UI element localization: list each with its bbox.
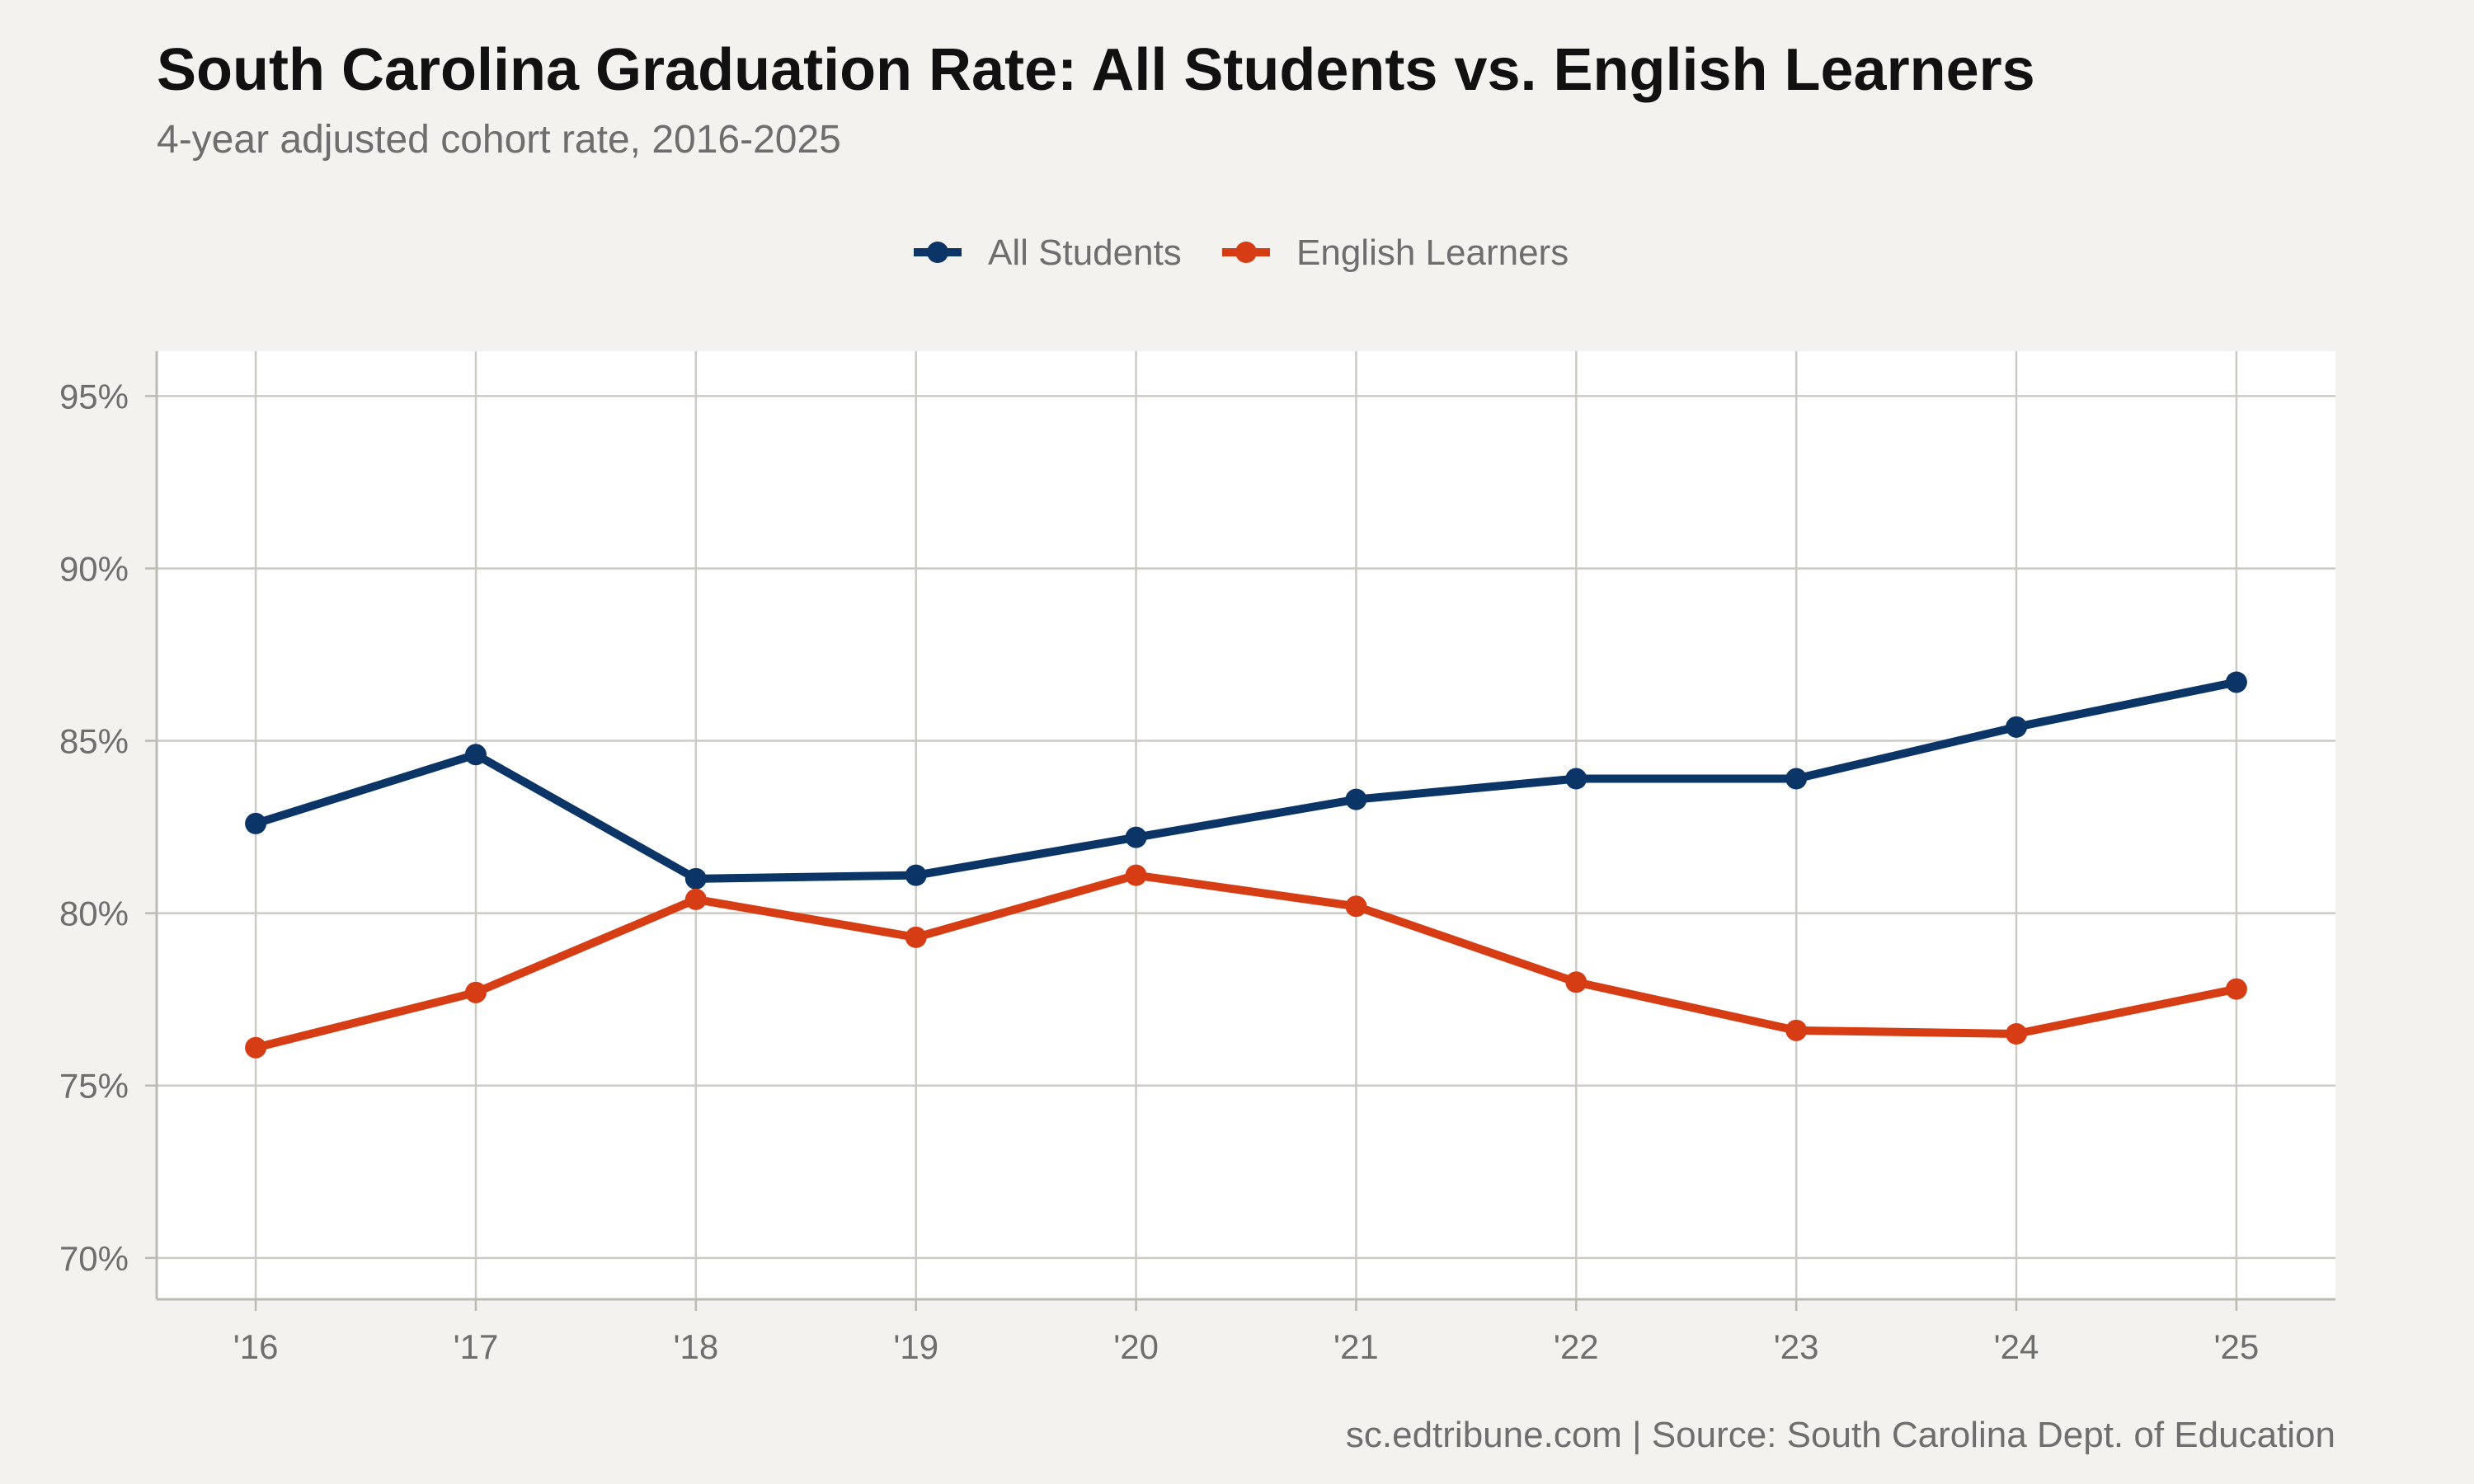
x-tick-label: '25	[2214, 1327, 2260, 1366]
data-point-all-students	[905, 864, 927, 886]
x-tick-label: '23	[1774, 1327, 1819, 1366]
data-point-english-learners	[464, 981, 487, 1003]
x-tick-label: '20	[1113, 1327, 1159, 1366]
y-tick-label: 70%	[59, 1239, 129, 1278]
data-point-all-students	[245, 812, 267, 834]
data-point-all-students	[464, 744, 487, 766]
data-point-all-students	[2006, 716, 2028, 738]
data-point-english-learners	[245, 1036, 267, 1059]
series-english-learners	[245, 864, 2247, 1059]
chart-title: South Carolina Graduation Rate: All Stud…	[157, 37, 2035, 103]
data-point-english-learners	[1785, 1019, 1808, 1041]
axes	[145, 351, 2335, 1311]
series-all-students	[245, 671, 2247, 890]
series-line-all-students	[252, 678, 2241, 883]
data-point-english-learners	[1345, 895, 1367, 918]
y-tick-label: 85%	[59, 722, 129, 761]
data-point-english-learners	[1125, 864, 1147, 886]
legend-swatch-point	[1235, 242, 1257, 263]
legend: All Students English Learners	[914, 232, 1569, 273]
y-tick-label: 80%	[59, 895, 129, 933]
data-point-all-students	[1785, 768, 1808, 790]
data-point-english-learners	[684, 888, 707, 910]
data-point-all-students	[2225, 671, 2247, 693]
x-tick-label: '24	[1994, 1327, 2039, 1366]
x-tick-label: '19	[893, 1327, 938, 1366]
plot-area	[157, 351, 2335, 1299]
y-tick-label: 95%	[59, 377, 129, 416]
data-point-english-learners	[905, 926, 927, 948]
data-point-english-learners	[1565, 971, 1587, 993]
x-tick-label: '16	[233, 1327, 279, 1366]
chart-caption: sc.edtribune.com | Source: South Carolin…	[1345, 1415, 2335, 1455]
series-line-english-learners	[252, 871, 2241, 1052]
grid-lines	[157, 351, 2335, 1299]
data-point-all-students	[1125, 826, 1147, 848]
legend-label: All Students	[988, 232, 1182, 273]
x-tick-label: '18	[673, 1327, 718, 1366]
x-tick-label: '17	[454, 1327, 499, 1366]
data-point-english-learners	[2225, 978, 2247, 1000]
y-tick-label: 90%	[59, 549, 129, 588]
data-point-english-learners	[2006, 1023, 2028, 1045]
legend-swatch-point	[927, 242, 948, 263]
data-point-all-students	[1345, 788, 1367, 810]
legend-label: English Learners	[1296, 232, 1569, 273]
series-layer	[245, 671, 2247, 1059]
data-point-all-students	[1565, 768, 1587, 790]
tick-labels: 70% 75% 80% 85% 90% 95% '16 '17 '18 '19 '20 '21 '22 '…	[59, 377, 2259, 1366]
data-point-all-students	[684, 867, 707, 890]
x-tick-label: '22	[1554, 1327, 1599, 1366]
legend-item-all-students: All Students	[914, 232, 1182, 273]
x-tick-label: '21	[1333, 1327, 1379, 1366]
y-tick-label: 75%	[59, 1067, 129, 1106]
chart-subtitle: 4-year adjusted cohort rate, 2016-2025	[157, 118, 841, 162]
legend-item-english-learners: English Learners	[1222, 232, 1569, 273]
